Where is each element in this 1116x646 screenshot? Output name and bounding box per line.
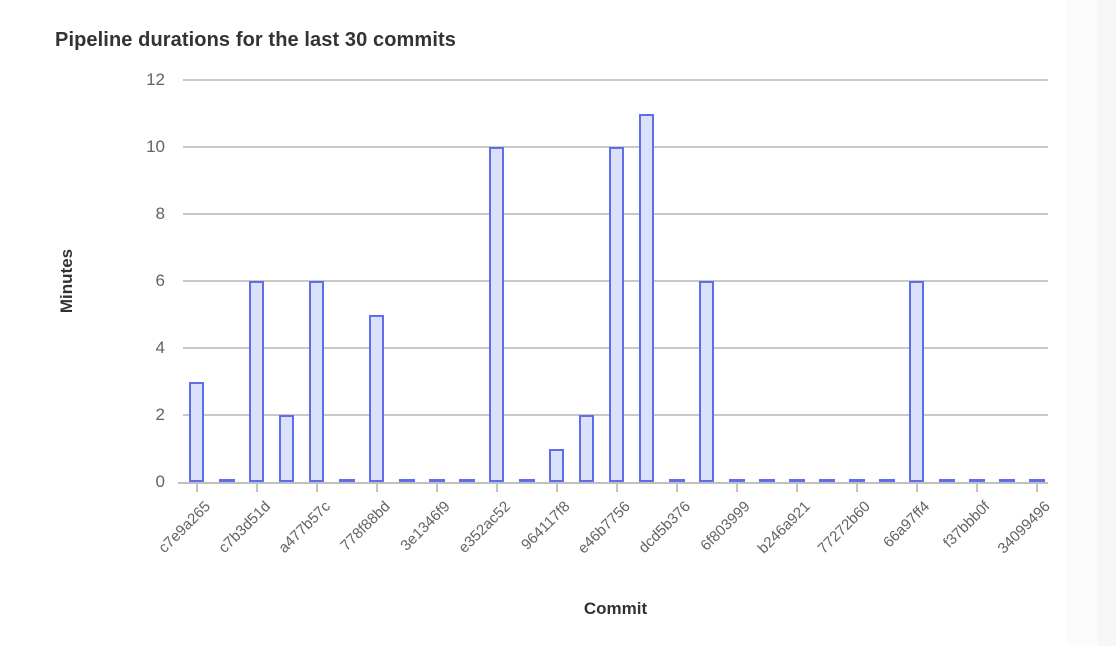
x-tick-label-commit: 778f88bd xyxy=(337,498,394,555)
x-axis-tick xyxy=(555,484,558,492)
pipeline-duration-bar[interactable] xyxy=(369,314,384,482)
x-axis-tick xyxy=(975,484,978,492)
pipeline-duration-bar[interactable] xyxy=(549,448,564,482)
gridline xyxy=(183,79,1048,81)
page-background-strip xyxy=(1066,0,1097,646)
x-axis-line xyxy=(178,482,1048,484)
pipeline-duration-bar[interactable] xyxy=(909,281,924,482)
plot-area: 0 2 4 6 8 10 12 c7e9a265 c7b3d51d a477b57c 778f88b… xyxy=(146,70,1053,557)
x-tick-label-commit: dcd5b376 xyxy=(634,498,694,557)
pipeline-duration-bar-zero[interactable] xyxy=(728,478,745,482)
x-tick-label-commit: a477b57c xyxy=(274,498,334,557)
x-tick-label-commit: 66a97ff4 xyxy=(880,498,934,552)
y-axis-title-text: Minutes xyxy=(57,248,77,314)
pipeline-duration-bar[interactable] xyxy=(699,281,714,482)
pipeline-duration-bar-zero[interactable] xyxy=(1028,478,1045,482)
x-axis-tick xyxy=(675,484,678,492)
pipeline-duration-bar-zero[interactable] xyxy=(428,478,445,482)
pipeline-duration-bar-zero[interactable] xyxy=(878,478,895,482)
x-tick-label-commit: c7b3d51d xyxy=(214,498,274,557)
pipeline-duration-bar-zero[interactable] xyxy=(818,478,835,482)
y-tick-label: 4 xyxy=(155,338,165,357)
x-axis-tick xyxy=(375,484,378,492)
x-tick-label-commit: c7e9a265 xyxy=(154,498,214,557)
x-axis-tick xyxy=(495,484,498,492)
pipeline-duration-bar-zero[interactable] xyxy=(458,478,475,482)
x-tick-label-commit: 34099496 xyxy=(994,498,1054,558)
x-tick-label-commit: f37bbb0f xyxy=(940,498,994,552)
page-background-strip-outer xyxy=(1097,0,1116,646)
pipeline-duration-bar-zero[interactable] xyxy=(758,478,775,482)
x-axis-tick xyxy=(1035,484,1038,492)
x-tick-label-commit: 964117f8 xyxy=(518,498,574,554)
x-axis-tick xyxy=(255,484,258,492)
y-tick-label: 8 xyxy=(155,204,165,223)
pipeline-duration-bar[interactable] xyxy=(279,415,294,482)
x-axis-tick xyxy=(795,484,798,492)
pipeline-duration-bar-zero[interactable] xyxy=(398,478,415,482)
pipeline-duration-bar-zero[interactable] xyxy=(998,478,1015,482)
x-axis-tick xyxy=(735,484,738,492)
x-axis-tick xyxy=(435,484,438,492)
x-tick-label-commit: b246a921 xyxy=(754,498,814,558)
x-tick-label-commit: 3e1346f9 xyxy=(397,498,454,555)
pipeline-duration-bar[interactable] xyxy=(489,147,504,482)
x-tick-label-commit: e352ac52 xyxy=(454,498,514,557)
x-axis-tick xyxy=(315,484,318,492)
pipeline-duration-bar-zero[interactable] xyxy=(518,478,535,482)
x-tick-label-commit: e46b7756 xyxy=(574,498,634,558)
x-axis-tick xyxy=(855,484,858,492)
pipeline-duration-bar-zero[interactable] xyxy=(668,478,685,482)
x-axis-tick xyxy=(915,484,918,492)
y-tick-label: 2 xyxy=(155,405,165,424)
x-axis-tick xyxy=(615,484,618,492)
pipeline-duration-bar-zero[interactable] xyxy=(788,478,805,482)
pipeline-duration-bar[interactable] xyxy=(189,381,204,482)
pipeline-duration-bar-zero[interactable] xyxy=(848,478,865,482)
x-axis-title: Commit xyxy=(583,599,648,618)
y-tick-label: 6 xyxy=(155,271,165,290)
chart-title: Pipeline durations for the last 30 commi… xyxy=(55,29,456,52)
y-tick-label: 0 xyxy=(155,472,165,491)
pipeline-duration-bar-zero[interactable] xyxy=(218,478,235,482)
y-tick-label: 10 xyxy=(146,137,165,156)
pipeline-duration-bar[interactable] xyxy=(579,415,594,482)
x-tick-label-commit: 77272b60 xyxy=(814,498,874,558)
pipeline-duration-bar[interactable] xyxy=(249,281,264,482)
y-axis-title: Minutes xyxy=(48,80,86,482)
x-axis-tick xyxy=(195,484,198,492)
pipeline-duration-bar-zero[interactable] xyxy=(338,478,355,482)
pipeline-duration-bar-zero[interactable] xyxy=(968,478,985,482)
y-tick-label: 12 xyxy=(146,70,165,89)
pipeline-duration-bar[interactable] xyxy=(309,281,324,482)
x-tick-label-commit: 6f803999 xyxy=(697,498,754,555)
pipeline-duration-bar[interactable] xyxy=(609,147,624,482)
pipeline-duration-bar[interactable] xyxy=(639,113,654,482)
pipeline-duration-bar-zero[interactable] xyxy=(938,478,955,482)
